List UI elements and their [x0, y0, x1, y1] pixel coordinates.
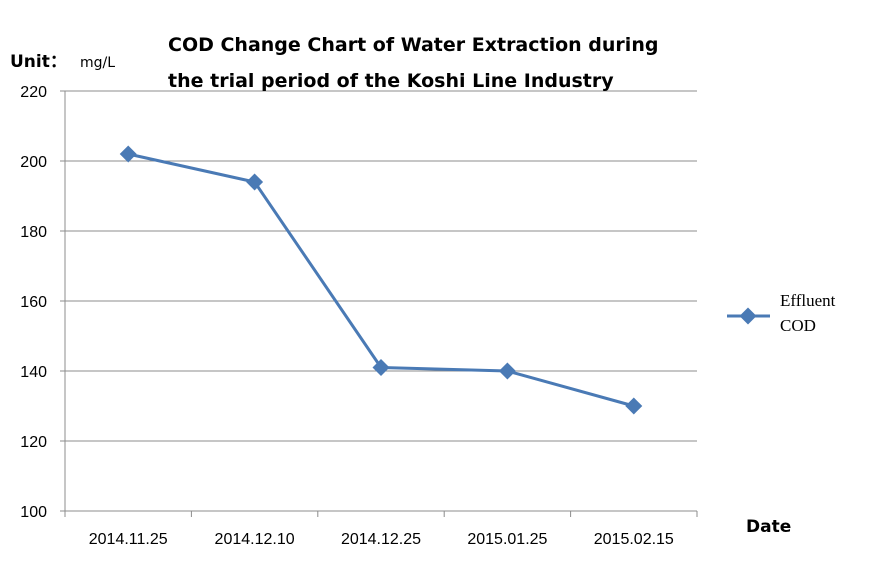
y-tick-label-140: 140	[20, 364, 47, 381]
data-point-0-2	[372, 359, 390, 376]
x-tick-label-4: 2015.02.15	[594, 531, 674, 548]
x-tick-label-1: 2014.12.10	[215, 531, 295, 548]
data-point-0-3	[498, 362, 516, 380]
legend-label-line-2: COD	[780, 316, 816, 335]
y-tick-label-100: 100	[20, 504, 47, 521]
y-tick-label-200: 200	[20, 154, 47, 171]
y-tick-labels: 100 120 140 160 180 200 220	[20, 84, 47, 521]
legend-label-line-1: Effluent	[780, 291, 836, 310]
unit-label: Unit：	[10, 52, 67, 72]
legend: Effluent COD	[727, 291, 836, 335]
x-tick-label-0: 2014.11.25	[89, 531, 168, 548]
x-axis-label: Date	[746, 517, 791, 537]
chart-title-line-1: COD Change Chart of Water Extraction dur…	[168, 34, 658, 56]
y-tick-label-160: 160	[20, 294, 47, 311]
y-tick-label-120: 120	[20, 434, 47, 451]
y-tick-label-220: 220	[20, 84, 47, 101]
axes	[60, 90, 698, 517]
x-tick-label-3: 2015.01.25	[467, 531, 547, 548]
series-layer	[119, 145, 643, 415]
x-tick-label-2: 2014.12.25	[341, 531, 421, 548]
legend-marker-swatch	[739, 307, 757, 325]
gridlines	[65, 90, 697, 442]
unit-value: mg/L	[80, 55, 115, 71]
data-point-0-0	[119, 145, 137, 163]
x-tick-labels: 2014.11.25 2014.12.10 2014.12.25 2015.01.25…	[89, 531, 674, 548]
chart-title-line-2: the trial period of the Koshi Line Indus…	[168, 70, 614, 92]
y-tick-label-180: 180	[20, 224, 47, 241]
data-point-0-1	[246, 173, 264, 191]
data-point-0-4	[625, 397, 643, 415]
